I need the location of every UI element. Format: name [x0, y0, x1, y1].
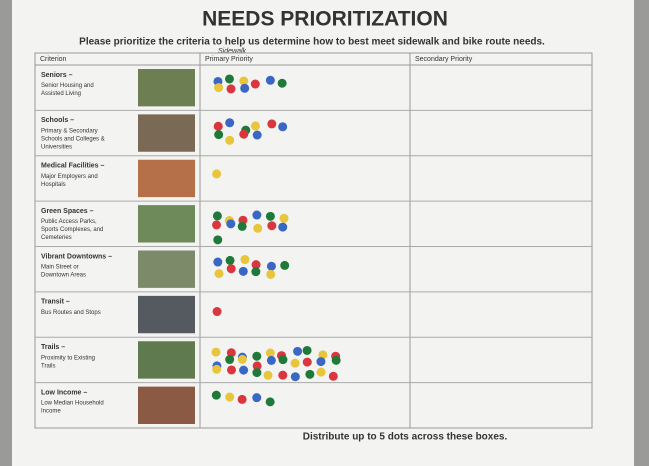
vote-dot: [253, 224, 262, 233]
page: NEEDS PRIORITIZATION Please prioritize t…: [0, 0, 649, 466]
row-title: Low Income –: [41, 389, 87, 396]
vote-dot: [291, 372, 300, 381]
row-title: Vibrant Downtowns –: [41, 253, 112, 260]
vote-dot: [266, 397, 275, 406]
vote-dot: [226, 256, 235, 265]
vote-dot: [214, 83, 223, 92]
vote-dot: [225, 118, 234, 127]
vote-dot: [212, 169, 221, 178]
row-title: Trails –: [41, 344, 65, 351]
row-title: Schools –: [41, 117, 74, 124]
vote-dot: [225, 355, 234, 364]
vote-dot: [214, 269, 223, 278]
row-photo: [138, 160, 195, 197]
vote-dot: [253, 131, 262, 140]
row-title: Seniors –: [41, 72, 73, 79]
vote-dot: [252, 211, 261, 220]
vote-dot: [267, 262, 276, 271]
vote-dot: [316, 357, 325, 366]
row-photo: [138, 69, 195, 106]
vote-dot: [226, 84, 235, 93]
vote-dot: [212, 391, 221, 400]
vote-dot: [252, 352, 261, 361]
poster: [12, 0, 634, 466]
row-photo: [138, 341, 195, 378]
vote-dot: [238, 222, 247, 231]
vote-dot: [227, 365, 236, 374]
vote-dot: [266, 270, 275, 279]
vote-dot: [239, 267, 248, 276]
vote-dot: [278, 79, 287, 88]
column-header: Criterion: [40, 56, 67, 63]
vote-dot: [225, 136, 234, 145]
row-title: Green Spaces –: [41, 208, 94, 215]
vote-dot: [252, 393, 261, 402]
vote-dot: [251, 121, 260, 130]
vote-dot: [251, 80, 260, 89]
vote-dot: [332, 356, 341, 365]
vote-dot: [303, 358, 312, 367]
vote-dot: [212, 365, 221, 374]
vote-dot: [252, 368, 261, 377]
vote-dot: [213, 211, 222, 220]
vote-dot: [238, 395, 247, 404]
vote-dot: [240, 255, 249, 264]
vote-dot: [305, 370, 314, 379]
vote-dot: [225, 74, 234, 83]
vote-dot: [226, 219, 235, 228]
vote-dot: [267, 356, 276, 365]
handwritten-note: Sidewalk: [218, 48, 247, 55]
row-photo: [138, 296, 195, 333]
vote-dot: [278, 355, 287, 364]
vote-dot: [238, 355, 247, 364]
vote-dot: [214, 130, 223, 139]
title: NEEDS PRIORITIZATION: [202, 8, 448, 31]
vote-dot: [329, 372, 338, 381]
vote-dot: [266, 76, 275, 85]
vote-dot: [278, 122, 287, 131]
row-title: Transit –: [41, 299, 70, 306]
vote-dot: [214, 122, 223, 131]
row-title: Medical Facilities –: [41, 163, 105, 170]
row-description: Bus Routes and Stops: [41, 309, 101, 315]
vote-dot: [213, 235, 222, 244]
vote-dot: [280, 261, 289, 270]
row-photo: [138, 387, 195, 424]
vote-dot: [267, 221, 276, 230]
vote-dot: [267, 119, 276, 128]
vote-dot: [291, 359, 300, 368]
vote-dot: [280, 214, 289, 223]
vote-dot: [303, 346, 312, 355]
vote-dot: [227, 264, 236, 273]
poster-photo: NEEDS PRIORITIZATION Please prioritize t…: [0, 0, 649, 466]
vote-dot: [251, 267, 260, 276]
vote-dot: [264, 371, 273, 380]
vote-dot: [293, 347, 302, 356]
vote-dot: [278, 371, 287, 380]
vote-dot: [239, 130, 248, 139]
row-photo: [138, 251, 195, 288]
vote-dot: [317, 368, 326, 377]
column-header: Primary Priority: [205, 56, 253, 63]
row-photo: [138, 205, 195, 242]
vote-dot: [278, 223, 287, 232]
vote-dot: [239, 366, 248, 375]
vote-dot: [212, 220, 221, 229]
vote-dot: [266, 212, 275, 221]
vote-dot: [212, 348, 221, 357]
row-photo: [138, 114, 195, 151]
vote-dot: [213, 258, 222, 267]
column-header: Secondary Priority: [415, 56, 473, 63]
vote-dot: [213, 307, 222, 316]
subtitle: Please prioritize the criteria to help u…: [79, 37, 545, 48]
vote-dot: [240, 84, 249, 93]
vote-dot: [225, 393, 234, 402]
footer: Distribute up to 5 dots across these box…: [303, 432, 508, 443]
